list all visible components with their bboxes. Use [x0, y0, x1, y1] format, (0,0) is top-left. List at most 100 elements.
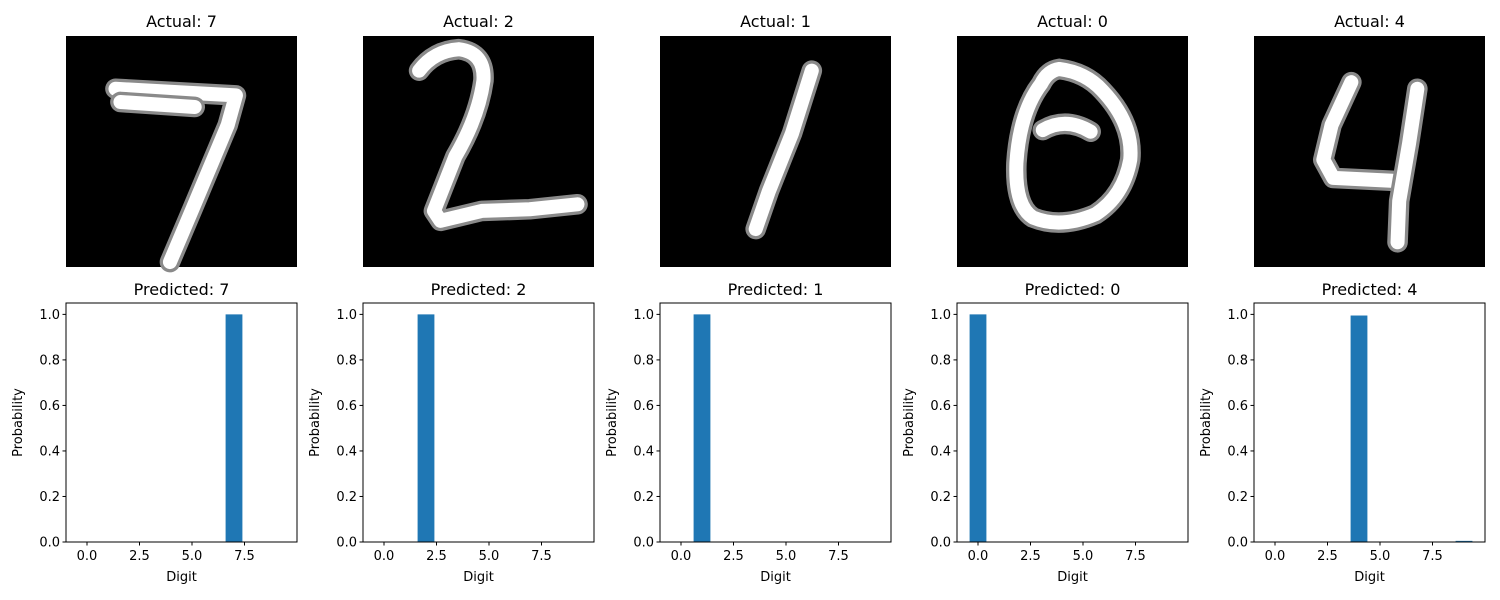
- axes-frame: [65, 302, 298, 543]
- y-tick-label: 1.0: [336, 308, 357, 323]
- y-tick-label: 0.4: [633, 444, 654, 459]
- digit-strokes: [1312, 71, 1428, 253]
- x-tick-label: 7.5: [828, 549, 849, 564]
- x-tick-label: 5.0: [1073, 549, 1094, 564]
- x-tick-label: 7.5: [1422, 549, 1443, 564]
- y-tick-label: 0.8: [1227, 353, 1248, 368]
- image-title: Actual: 4: [1334, 12, 1405, 31]
- axes-frame: [659, 302, 892, 543]
- x-axis-label: Digit: [463, 570, 494, 585]
- x-tick-label: 5.0: [776, 549, 797, 564]
- x-tick-label: 7.5: [531, 549, 552, 564]
- bar-digit-0: [969, 314, 987, 542]
- x-axis-label: Digit: [1057, 570, 1088, 585]
- y-tick-label: 0.0: [1227, 536, 1248, 551]
- y-tick-label: 1.0: [633, 308, 654, 323]
- axes-frame: [956, 302, 1189, 543]
- chart-title: Predicted: 2: [431, 280, 527, 299]
- x-tick-label: 2.5: [1317, 549, 1338, 564]
- x-tick-label: 0.0: [671, 549, 692, 564]
- image-title: Actual: 2: [443, 12, 514, 31]
- y-tick-label: 0.6: [633, 399, 654, 414]
- x-axis-label: Digit: [760, 570, 791, 585]
- chart-title: Predicted: 1: [728, 280, 824, 299]
- image-title: Actual: 0: [1037, 12, 1108, 31]
- y-tick-label: 0.6: [930, 399, 951, 414]
- y-tick-label: 0.2: [336, 490, 357, 505]
- x-tick-label: 2.5: [426, 549, 447, 564]
- bar-digit-4: [1350, 315, 1368, 542]
- x-tick-label: 0.0: [77, 549, 98, 564]
- probability-bar-chart: Predicted: 0 0.0 0.2 0.4 0.6 0.8 1.0 0.0 2.5 5.0 7…: [902, 280, 1189, 585]
- digit-strokes: [1005, 58, 1141, 233]
- x-axis-label: Digit: [1354, 570, 1385, 585]
- y-axis-label: Probability: [1199, 388, 1214, 457]
- digit-image-panel: Actual: 4: [1254, 12, 1485, 267]
- digit-image-background: [1254, 36, 1485, 267]
- y-tick-label: 0.0: [39, 536, 60, 551]
- y-tick-label: 0.2: [633, 490, 654, 505]
- digit-image-panel: Actual: 2: [363, 12, 594, 267]
- y-tick-label: 0.8: [336, 353, 357, 368]
- probability-bar-chart: Predicted: 2 0.0 0.2 0.4 0.6 0.8 1.0 0.0 2.5 5.0 7…: [308, 280, 595, 585]
- x-axis-label: Digit: [166, 570, 197, 585]
- probability-bar-chart: Predicted: 4 0.0 0.2 0.4 0.6 0.8 1.0 0.0 2.5 5.0 7…: [1199, 280, 1486, 585]
- y-tick-label: 1.0: [930, 308, 951, 323]
- chart-title: Predicted: 0: [1025, 280, 1121, 299]
- x-tick-label: 7.5: [1125, 549, 1146, 564]
- digit-image-panel: Actual: 1: [660, 12, 891, 267]
- y-tick-label: 1.0: [1227, 308, 1248, 323]
- digit-stroke: [113, 94, 202, 114]
- digit-stroke: [412, 42, 585, 228]
- digit-stroke: [1390, 81, 1425, 250]
- y-tick-label: 0.2: [1227, 490, 1248, 505]
- axes-frame: [362, 302, 595, 543]
- y-tick-label: 0.2: [930, 490, 951, 505]
- x-tick-label: 2.5: [1020, 549, 1041, 564]
- probability-bar-chart: Predicted: 1 0.0 0.2 0.4 0.6 0.8 1.0 0.0 2.5 5.0 7…: [605, 280, 892, 585]
- y-tick-label: 0.4: [39, 444, 60, 459]
- x-tick-label: 5.0: [1370, 549, 1391, 564]
- y-tick-label: 0.8: [930, 353, 951, 368]
- x-tick-label: 0.0: [374, 549, 395, 564]
- digit-image-panel: Actual: 7: [66, 12, 297, 273]
- bar-digit-9: [1455, 540, 1473, 542]
- bar-digit-7: [225, 314, 243, 542]
- y-tick-label: 0.6: [336, 399, 357, 414]
- y-tick-label: 0.2: [39, 490, 60, 505]
- x-tick-label: 5.0: [479, 549, 500, 564]
- digit-strokes: [105, 78, 247, 273]
- digit-stroke: [1035, 116, 1098, 139]
- image-title: Actual: 1: [740, 12, 811, 31]
- y-tick-label: 0.0: [633, 536, 654, 551]
- x-tick-label: 2.5: [723, 549, 744, 564]
- y-tick-label: 0.8: [633, 353, 654, 368]
- y-axis-label: Probability: [605, 388, 620, 457]
- x-tick-label: 5.0: [182, 549, 203, 564]
- digit-image-panel: Actual: 0: [957, 12, 1188, 267]
- y-tick-label: 0.4: [336, 444, 357, 459]
- y-axis-label: Probability: [11, 388, 26, 457]
- bar-digit-2: [417, 314, 435, 542]
- chart-title: Predicted: 7: [134, 280, 230, 299]
- y-tick-label: 0.8: [39, 353, 60, 368]
- x-tick-label: 2.5: [129, 549, 150, 564]
- x-tick-label: 7.5: [234, 549, 255, 564]
- digit-stroke: [748, 63, 819, 237]
- digit-stroke: [108, 81, 243, 270]
- x-tick-label: 0.0: [1265, 549, 1286, 564]
- digit-stroke: [1009, 61, 1138, 230]
- bar-digit-1: [693, 314, 711, 542]
- digit-strokes: [408, 38, 588, 232]
- y-axis-label: Probability: [308, 388, 323, 457]
- probability-bar-chart: Predicted: 7 0.0 0.2 0.4 0.6 0.8 1.0 0.0 2.5 5.0 7…: [11, 280, 298, 585]
- y-axis-label: Probability: [902, 388, 917, 457]
- y-tick-label: 0.6: [1227, 399, 1248, 414]
- digit-strokes: [745, 60, 823, 240]
- y-tick-label: 1.0: [39, 308, 60, 323]
- y-tick-label: 0.4: [930, 444, 951, 459]
- y-tick-label: 0.0: [930, 536, 951, 551]
- digit-stroke: [1316, 75, 1408, 189]
- axes-frame: [1253, 302, 1486, 543]
